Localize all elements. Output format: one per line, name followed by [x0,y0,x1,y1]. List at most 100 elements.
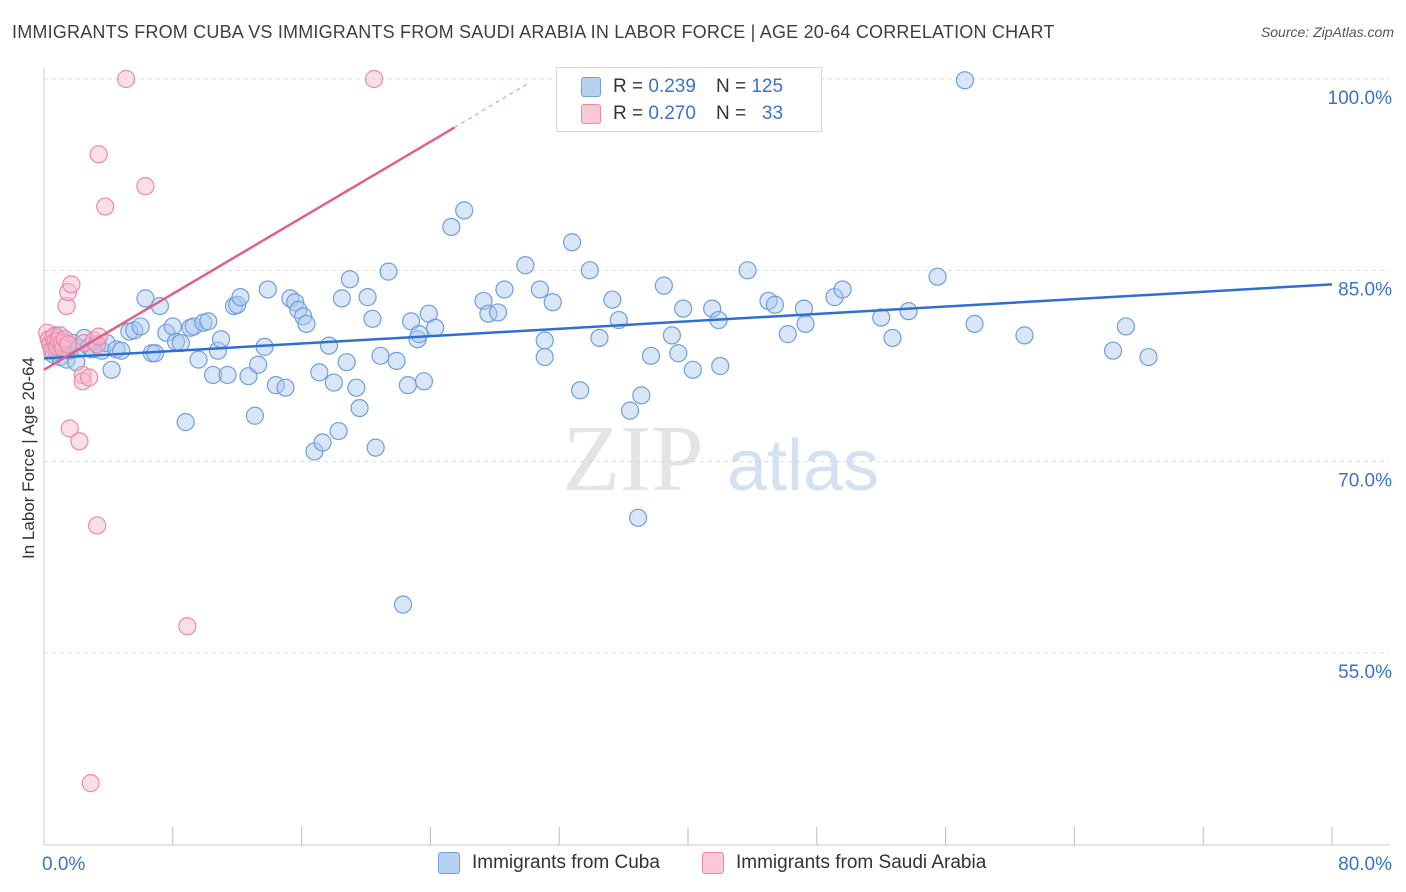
cuba-point [387,351,406,370]
cuba-point [276,378,295,397]
cuba-point [131,317,150,336]
cuba-point [883,328,902,348]
cuba-point [379,262,398,281]
cuba-point [654,276,673,295]
cuba-point [703,299,722,318]
series-cuba-points [39,71,1158,614]
legend-r-value-saudi: 0.270 [648,103,696,124]
cuba-point [401,312,421,331]
cuba-point [249,355,268,374]
legend-row-cuba: R = 0.239 N = 125 [581,74,783,100]
cuba-point [628,508,648,527]
cuba-point [184,317,203,336]
cuba-point [488,303,508,322]
cuba-point [495,280,514,299]
cuba-point [218,365,237,385]
cuba-point [455,201,474,220]
saudi-point [55,330,75,349]
legend-row-saudi: R = 0.270 N = 33 [581,101,783,127]
cuba-point [371,346,390,365]
cuba-point [347,378,366,397]
x-tick-label: 80.0% [1338,854,1392,875]
source-label: Source: ZipAtlas.com [1260,24,1394,40]
legend-swatch-cuba [581,77,601,97]
bottom-legend-label-saudi: Immigrants from Saudi Arabia [736,852,987,873]
tick-labels: 100.0% 85.0% 70.0% 55.0% 0.0% 80.0% [42,88,1392,875]
cuba-point [955,71,975,90]
cuba-point [590,328,609,348]
saudi-point [81,774,100,793]
saudi-point [59,335,78,354]
saudi-point [136,177,155,196]
cuba-point [1139,347,1158,367]
legend-r-label: R = [613,103,644,124]
cuba-point [398,376,417,395]
cuba-point [442,217,461,237]
cuba-point [366,438,385,457]
cuba-point [796,314,815,334]
saudi-point [57,296,76,316]
cuba-point [358,288,377,307]
cuba-point [350,398,369,418]
legend-swatch-saudi [581,104,601,124]
cuba-trend-line [43,283,1333,360]
saudi-trend-line [43,126,456,371]
cuba-point [324,373,343,392]
cuba-point [258,280,277,299]
cuba-point [297,314,316,334]
cuba-point [245,406,265,425]
x-tick-label: 0.0% [42,854,85,875]
cuba-point [530,280,549,299]
cuba-point [571,381,590,400]
cuba-point [313,433,332,452]
cuba-point [329,421,348,441]
saudi-point [60,419,79,438]
watermark-atlas: atlas [727,426,879,506]
legend-r-label: R = [613,76,644,97]
legend-n-label: N = [715,103,747,124]
bottom-legend-swatch-cuba [438,852,460,874]
cuba-point [231,288,250,307]
cuba-point [426,318,445,337]
cuba-point [899,302,918,321]
cuba-point [393,595,413,614]
series-saudi-points [38,69,384,793]
axes [43,68,1390,846]
y-tick-label: 85.0% [1338,279,1392,300]
cuba-point [833,280,852,299]
saudi-point [88,516,107,535]
cuba-point [603,290,622,309]
cuba-point [674,299,693,318]
cuba-point [310,363,329,382]
correlation-legend: R = 0.239 N = 125 R = 0.270 N = 33 [556,67,822,132]
bottom-legend-cuba: Immigrants from Cuba [438,852,660,874]
watermark: ZIP atlas [563,407,880,511]
trend-lines [43,83,1333,371]
cuba-point [203,365,223,385]
cuba-point [711,356,730,376]
bottom-legend-swatch-saudi [702,852,724,874]
legend-n-label: N = [715,76,747,97]
cuba-point [176,413,195,432]
cuba-point [102,360,121,379]
cuba-point [683,360,702,379]
y-axis-label: In Labor Force | Age 20-64 [19,357,38,559]
cuba-point [778,325,797,344]
saudi-point [89,145,108,164]
cuba-point [535,331,554,350]
cuba-point [543,293,562,312]
chart-title: IMMIGRANTS FROM CUBA VS IMMIGRANTS FROM … [12,22,1055,42]
cuba-point [580,261,599,280]
cuba-point [641,346,661,365]
cuba-point [562,233,582,252]
cuba-point [928,267,947,286]
cuba-point [163,317,182,336]
watermark-zip: ZIP [563,407,704,511]
cuba-point [199,312,218,331]
saudi-point [79,368,99,387]
saudi-point [364,69,384,89]
cuba-point [363,309,382,328]
cuba-point [479,304,498,323]
saudi-trend-extension [454,83,528,129]
